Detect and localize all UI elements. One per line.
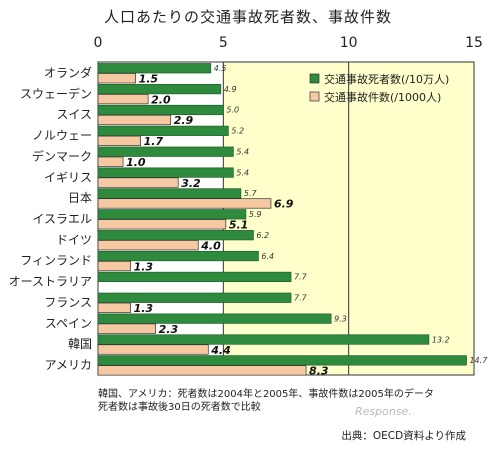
deaths-bar (97, 313, 332, 324)
accidents-value-label: 1.3 (134, 260, 154, 273)
watermark-logo: Response. (355, 405, 412, 418)
deaths-bar (97, 209, 247, 220)
deaths-value-label: 9.3 (334, 314, 347, 323)
deaths-value-label: 4.9 (224, 85, 237, 94)
accidents-value-label: 4.4 (210, 344, 231, 357)
legend-label: 交通事故件数(/1000人) (324, 90, 441, 104)
deaths-bar (97, 271, 292, 283)
category-label: デンマーク (32, 148, 92, 163)
accidents-bar (97, 94, 149, 105)
deaths-value-label: 5.7 (244, 189, 258, 198)
deaths-bar (97, 63, 212, 74)
deaths-value-label: 7.7 (294, 294, 308, 303)
accidents-bar (97, 135, 141, 146)
category-label: ノルウェー (32, 129, 92, 143)
accidents-value-label: 2.0 (151, 93, 171, 106)
deaths-bar (97, 125, 229, 136)
category-label: イスラエル (32, 212, 92, 226)
deaths-value-label: 5.0 (226, 106, 239, 115)
category-label: フィンランド (20, 254, 92, 268)
x-tick-label: 15 (465, 35, 483, 51)
deaths-bar (97, 334, 430, 345)
accidents-value-label: 1.5 (139, 73, 159, 86)
x-tick-label: 5 (219, 35, 228, 51)
deaths-bar (97, 355, 467, 366)
chart-note: 韓国、アメリカ：死者数は2004年と2005年、事故件数は2005年のデータ (98, 389, 434, 400)
accidents-bar (97, 344, 209, 355)
category-label: スイス (56, 108, 92, 122)
deaths-bar (97, 292, 292, 303)
deaths-bar (97, 167, 234, 178)
accidents-value-label: 5.1 (229, 219, 249, 232)
deaths-value-label: 5.9 (249, 210, 262, 219)
accidents-bar (97, 260, 131, 272)
chart-note: 死者数は事故後30日の死者数で比較 (98, 402, 261, 413)
deaths-bar (97, 84, 222, 95)
accidents-value-label: 8.3 (309, 365, 329, 378)
accidents-bar (97, 177, 179, 188)
deaths-bar (97, 146, 234, 157)
accidents-bar (97, 156, 124, 167)
accidents-value-label: 2.3 (159, 323, 179, 336)
category-label: スペイン (45, 316, 92, 330)
accidents-bar (97, 240, 199, 251)
accidents-value-label: 6.9 (274, 198, 294, 211)
accidents-value-label: 3.2 (181, 177, 201, 190)
accidents-value-label: 1.7 (144, 135, 164, 148)
deaths-value-label: 5.4 (236, 168, 249, 177)
deaths-bar (97, 230, 254, 241)
legend-swatch (309, 91, 320, 102)
accidents-bar (97, 114, 172, 126)
category-label: フランス (44, 295, 92, 309)
deaths-value-label: 7.7 (294, 273, 308, 282)
accidents-value-label: 1.3 (134, 302, 154, 315)
deaths-value-label: 14.7 (469, 356, 488, 365)
accidents-bar (97, 302, 131, 313)
category-label: 日本 (68, 191, 92, 205)
chart-title: 人口あたりの交通事故死者数、事故件数 (103, 8, 392, 26)
x-tick-label: 0 (94, 35, 103, 51)
deaths-value-label: 5.2 (231, 127, 244, 136)
accidents-bar (97, 219, 227, 230)
accidents-value-label: 2.9 (174, 114, 194, 127)
deaths-bar (97, 104, 224, 116)
deaths-value-label: 4.5 (214, 64, 227, 73)
x-tick-label: 10 (340, 35, 358, 51)
accidents-bar (97, 198, 272, 209)
deaths-bar (97, 250, 259, 262)
category-label: アメリカ (45, 358, 92, 372)
accidents-bar (97, 73, 136, 84)
accidents-bar (97, 365, 307, 376)
category-label: 韓国 (68, 337, 92, 351)
source-note: 出典：OECD資料より作成 (341, 430, 466, 442)
deaths-value-label: 6.2 (256, 231, 269, 240)
legend-swatch (309, 73, 320, 84)
deaths-bar (97, 188, 242, 199)
deaths-value-label: 6.4 (261, 252, 274, 261)
legend-label: 交通事故死者数(/10万人) (324, 72, 449, 86)
accidents-value-label: 1.0 (126, 156, 146, 169)
category-label: オーストラリア (9, 275, 92, 289)
category-label: ドイツ (56, 233, 92, 247)
category-label: オランダ (44, 65, 92, 80)
category-label: イギリス (44, 170, 92, 184)
category-label: スウェーデン (20, 86, 92, 101)
deaths-value-label: 5.4 (236, 147, 249, 156)
deaths-value-label: 13.2 (432, 335, 450, 344)
accidents-value-label: 4.0 (200, 239, 221, 252)
accidents-bar (97, 323, 157, 334)
